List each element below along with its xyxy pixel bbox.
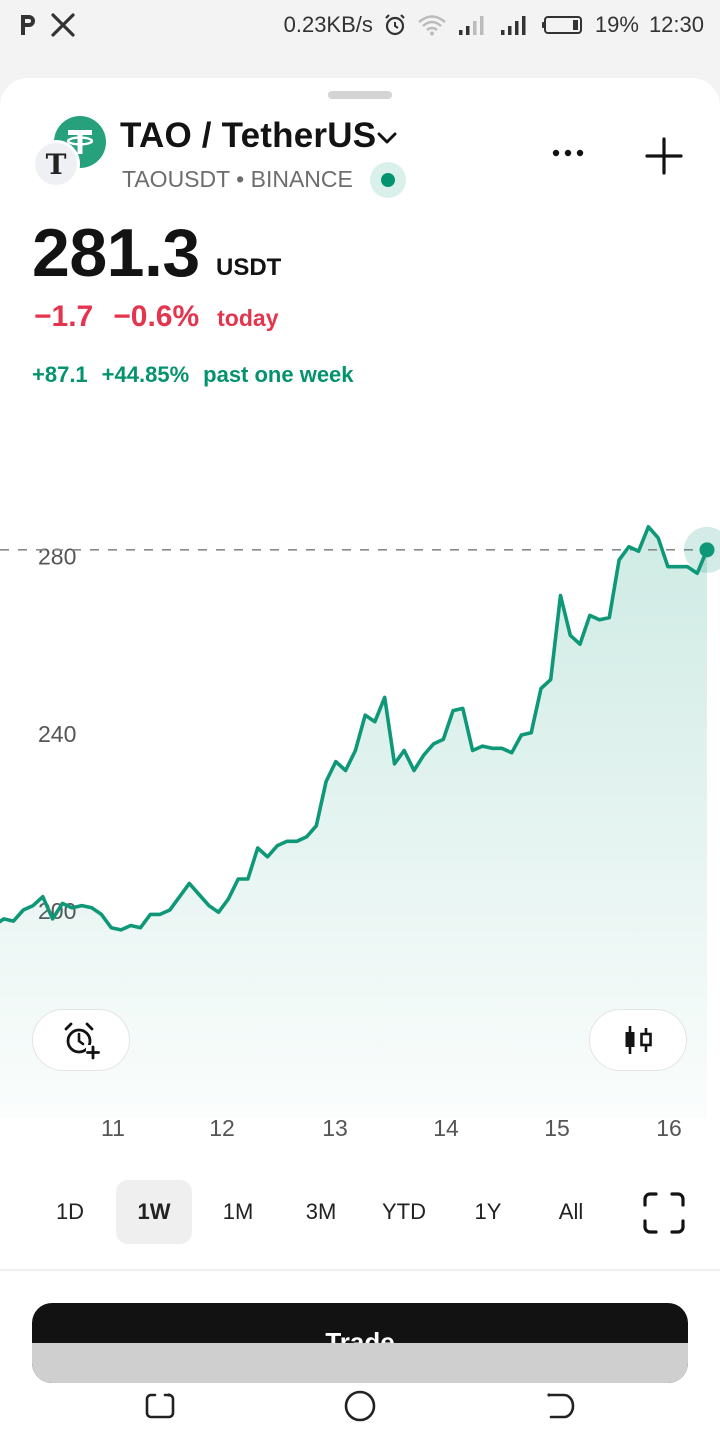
range-tab-1w[interactable]: 1W — [116, 1180, 192, 1244]
fullscreen-icon — [643, 1192, 685, 1234]
range-tab-3m[interactable]: 3M — [305, 1199, 337, 1224]
time-range-selector: 1D 1W 1M 3M YTD 1Y All — [0, 1180, 720, 1246]
pair-icons: T — [32, 116, 112, 196]
current-price-point — [699, 542, 715, 558]
x-tick-label: 16 — [656, 1115, 682, 1141]
last-price: 281.3 — [32, 215, 200, 291]
system-nav-bar — [0, 1368, 720, 1440]
chevron-down-icon[interactable] — [376, 130, 398, 151]
week-change-absolute: +87.1 — [32, 362, 88, 387]
home-button[interactable] — [342, 1388, 378, 1424]
x-tick-label: 11 — [101, 1115, 125, 1141]
more-options-button[interactable] — [546, 138, 590, 168]
back-button[interactable] — [542, 1388, 578, 1424]
tao-coin-icon: T — [32, 140, 80, 188]
x-tick-label: 15 — [544, 1115, 570, 1141]
change-absolute: −1.7 — [34, 300, 94, 333]
range-tab-1m[interactable]: 1M — [222, 1199, 254, 1224]
fullscreen-button[interactable] — [642, 1191, 686, 1235]
week-change-percent: +44.85% — [101, 362, 190, 387]
x-app-icon — [50, 12, 76, 38]
price-unit: USDT — [216, 254, 282, 281]
status-right: 0.23KB/s 19% 12:30 — [284, 10, 704, 40]
battery-icon — [541, 14, 585, 36]
home-icon — [344, 1390, 376, 1422]
status-left — [18, 10, 76, 40]
price-area — [0, 526, 707, 1118]
x-axis: 11 12 13 14 15 16 — [0, 1115, 720, 1145]
change-percent: −0.6% — [113, 300, 200, 333]
battery-level: 19% — [594, 12, 639, 37]
add-to-watchlist-button[interactable] — [640, 132, 688, 180]
x-tick-label: 14 — [433, 1115, 459, 1141]
p-app-icon — [18, 12, 38, 38]
status-bar: 0.23KB/s 19% 12:30 — [0, 0, 720, 50]
price-line — [0, 524, 709, 932]
back-icon — [547, 1393, 575, 1419]
live-dot-icon — [381, 173, 395, 187]
range-tab-1d[interactable]: 1D — [55, 1199, 85, 1224]
candlestick-view-button[interactable] — [589, 1009, 687, 1071]
week-change: +87.1 +44.85% past one week — [32, 362, 354, 388]
change-period-label: today — [217, 305, 279, 331]
symbol-exchange: TAOUSDT • BINANCE — [122, 166, 353, 192]
y-tick-label: 280 — [38, 544, 76, 570]
range-tab-all[interactable]: All — [558, 1199, 584, 1224]
drag-handle[interactable] — [328, 91, 392, 99]
signal-sim2-icon — [499, 14, 531, 36]
week-change-label: past one week — [203, 362, 354, 387]
range-tab-1y[interactable]: 1Y — [474, 1199, 502, 1224]
recents-icon — [145, 1393, 175, 1419]
wifi-icon — [417, 14, 447, 36]
clock: 12:30 — [648, 12, 704, 37]
price-alert-button[interactable] — [32, 1009, 130, 1071]
alarm-status-icon — [383, 13, 407, 37]
today-change: −1.7 −0.6% today — [34, 300, 278, 334]
candlestick-icon — [625, 1026, 652, 1054]
alarm-add-icon — [64, 1022, 100, 1060]
live-indicator — [370, 162, 406, 198]
y-tick-label: 240 — [38, 721, 76, 747]
x-tick-label: 12 — [209, 1115, 235, 1141]
pair-title[interactable]: TAO / TetherUS — [120, 116, 377, 155]
nav-bar-overlay — [32, 1343, 688, 1383]
x-tick-label: 13 — [322, 1115, 348, 1141]
recents-button[interactable] — [142, 1388, 178, 1424]
asset-detail-sheet: T TAO / TetherUS TAOUSDT • BINANCE 281.3… — [0, 78, 720, 1440]
signal-sim1-icon — [457, 14, 489, 36]
network-speed: 0.23KB/s — [283, 12, 373, 37]
divider — [0, 1269, 720, 1271]
range-tab-ytd[interactable]: YTD — [382, 1199, 426, 1224]
